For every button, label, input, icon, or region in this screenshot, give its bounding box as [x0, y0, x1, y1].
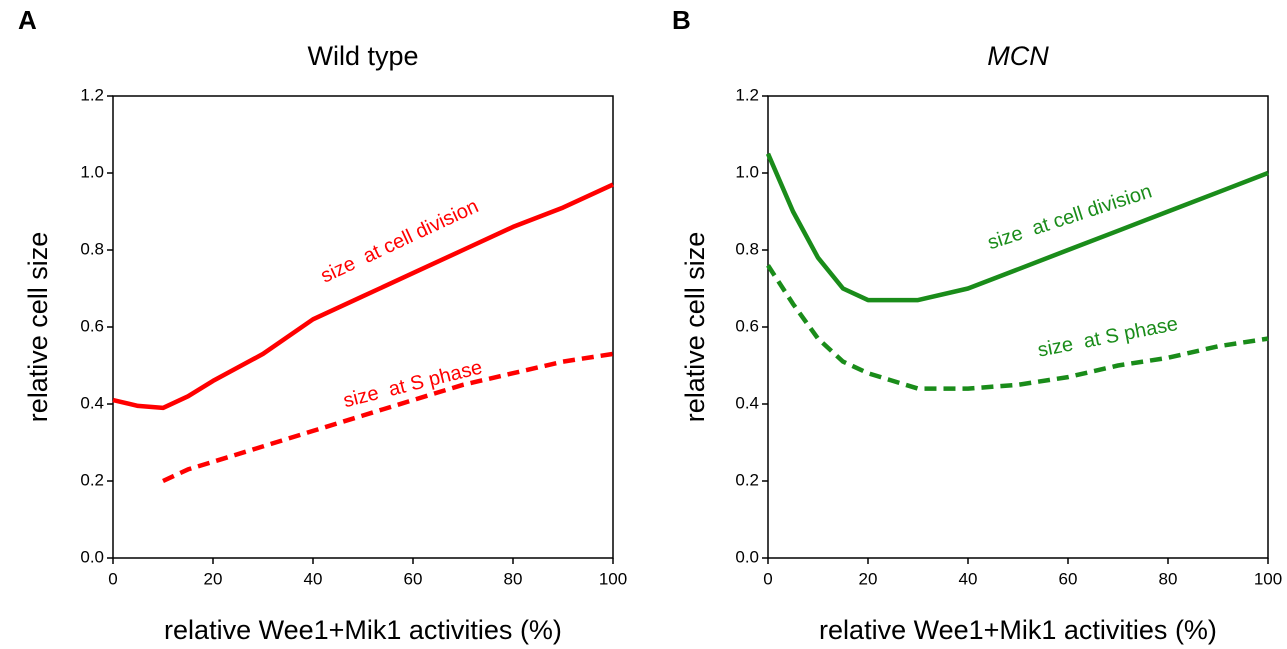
y-tick-label: 0.6 — [735, 316, 759, 335]
chart-title: Wild type — [307, 41, 418, 71]
series-line — [765, 152, 1269, 303]
x-tick-label: 60 — [404, 569, 423, 588]
y-axis-label: relative cell size — [680, 232, 710, 423]
x-tick-label: 100 — [599, 569, 627, 588]
x-tick-label: 20 — [859, 569, 878, 588]
y-tick-label: 0.8 — [735, 239, 759, 258]
x-tick-label: 20 — [204, 569, 223, 588]
y-tick-label: 0.6 — [80, 316, 104, 335]
x-tick-label: 60 — [1059, 569, 1078, 588]
x-tick-label: 80 — [504, 569, 523, 588]
x-tick-label: 80 — [1159, 569, 1178, 588]
plot-frame — [112, 95, 614, 559]
y-tick-label: 0.4 — [735, 393, 759, 412]
x-tick-label: 0 — [108, 569, 117, 588]
y-tick-label: 0.2 — [80, 470, 104, 489]
x-axis-label: relative Wee1+Mik1 activities (%) — [819, 615, 1217, 645]
x-tick-label: 0 — [763, 569, 772, 588]
y-tick-label: 1.2 — [735, 85, 759, 104]
plot-frame — [767, 95, 1269, 559]
y-tick-label: 0.8 — [80, 239, 104, 258]
y-tick-label: 0.4 — [80, 393, 104, 412]
x-tick-label: 40 — [959, 569, 978, 588]
series-line — [766, 264, 1269, 391]
series-line — [162, 351, 614, 484]
y-tick-label: 1.0 — [80, 162, 104, 181]
series-label: size at S phase — [1036, 313, 1180, 362]
y-axis-label: relative cell size — [23, 232, 53, 423]
series-label: size at cell division — [317, 195, 481, 287]
y-tick-label: 0.0 — [80, 547, 104, 566]
panel-label: A — [18, 5, 37, 35]
y-tick-label: 1.0 — [735, 162, 759, 181]
series-line — [112, 182, 614, 411]
y-tick-label: 0.2 — [735, 470, 759, 489]
chart-title: MCN — [987, 41, 1049, 71]
y-tick-label: 1.2 — [80, 85, 104, 104]
x-tick-label: 40 — [304, 569, 323, 588]
x-axis-label: relative Wee1+Mik1 activities (%) — [164, 615, 562, 645]
x-tick-label: 100 — [1254, 569, 1282, 588]
series-label: size at cell division — [985, 180, 1155, 254]
panel-label: B — [672, 5, 691, 35]
y-tick-label: 0.0 — [735, 547, 759, 566]
